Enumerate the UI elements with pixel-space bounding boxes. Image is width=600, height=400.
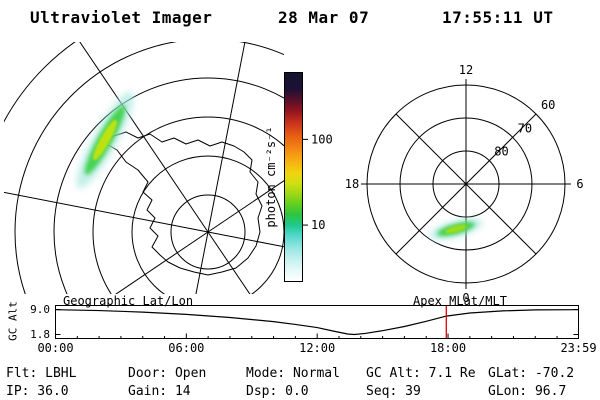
colorbar-tick-label: 10 — [311, 218, 325, 232]
mlt-clock-label: 18 — [346, 177, 359, 191]
gc-alt-curve — [55, 309, 579, 336]
status-ip: IP: 36.0 — [6, 384, 69, 399]
mlt-clock-label: 0 — [462, 291, 469, 304]
geographic-grid — [4, 42, 284, 294]
header-date: 28 Mar 07 — [278, 8, 370, 27]
x-tick-label: 00:00 — [37, 341, 74, 355]
gc-alt-axis-label: GC Alt — [6, 301, 20, 341]
status-dsp: Dsp: 0.0 — [246, 384, 309, 399]
meridian-spoke — [207, 42, 246, 233]
colorbar-ticks: 100 10 — [302, 132, 333, 232]
aurora-core — [445, 224, 467, 234]
geographic-aurora-blob — [76, 91, 134, 189]
status-gain: Gain: 14 — [128, 384, 191, 399]
mlt-clock-label: 12 — [459, 63, 473, 77]
latitude-circle — [92, 116, 284, 294]
status-glat: GLat: -70.2 — [488, 366, 575, 381]
status-gc-alt: GC Alt: 7.1 Re — [366, 366, 476, 381]
apex-caption: Apex MLat/MLT — [413, 294, 507, 308]
x-tick-label: 06:00 — [168, 341, 205, 355]
colorbar: 100 10 — [284, 72, 333, 282]
app-title: Ultraviolet Imager — [30, 8, 213, 27]
x-tick-label: 23:59 — [560, 341, 597, 355]
geographic-caption: Geographic Lat/Lon — [63, 294, 194, 308]
status-mode: Mode: Normal — [246, 366, 340, 381]
aurora-emission — [76, 91, 134, 189]
meridian-spoke — [207, 231, 284, 248]
status-flt: Flt: LBHL — [6, 366, 77, 381]
timeline-contents — [55, 305, 579, 339]
mlt-spoke — [395, 113, 537, 255]
meridian-spoke — [207, 180, 284, 233]
meridian-spoke — [115, 231, 209, 294]
y-tick-9: 9.0 — [30, 303, 50, 316]
mlat-ring-label: 70 — [518, 121, 532, 135]
mlat-ring-label: 60 — [541, 98, 555, 112]
colorbar-gradient — [284, 72, 303, 282]
aurora-core — [93, 119, 117, 161]
colorbar-label: photon cm⁻²s⁻¹ — [264, 126, 278, 228]
latitude-circle — [14, 42, 284, 294]
latitude-circle — [53, 77, 284, 294]
x-tick-label: 18:00 — [429, 341, 467, 355]
timeline-x-axis-labels: 00:00 06:00 12:00 18:00 23:59 — [37, 341, 596, 355]
mlt-clock-label: 6 — [576, 177, 583, 191]
latitude-circle — [170, 194, 246, 270]
colorbar-tick-label: 100 — [311, 132, 333, 146]
meridian-spoke — [4, 191, 209, 233]
x-tick-label: 12:00 — [299, 341, 336, 355]
aurora-emission — [429, 218, 483, 240]
gc-alt-timeline-plot[interactable] — [54, 303, 582, 343]
apex-aurora-blob — [429, 218, 483, 240]
latitude-circle — [131, 155, 284, 294]
status-door: Door: Open — [128, 366, 207, 381]
meridian-spoke — [79, 42, 209, 233]
geographic-polar-plot — [4, 42, 284, 294]
meridian-spoke — [195, 231, 209, 294]
antarctica-coastline — [104, 131, 263, 276]
y-tick-1-8: 1.8 — [30, 328, 50, 341]
header-time: 17:55:11 UT — [442, 8, 554, 27]
latitude-circle — [4, 42, 76, 123]
meridian-spoke — [207, 231, 251, 294]
mlat-ring-label: 80 — [494, 145, 508, 159]
status-glon: GLon: 96.7 — [488, 384, 567, 399]
status-seq: Seq: 39 — [366, 384, 421, 399]
